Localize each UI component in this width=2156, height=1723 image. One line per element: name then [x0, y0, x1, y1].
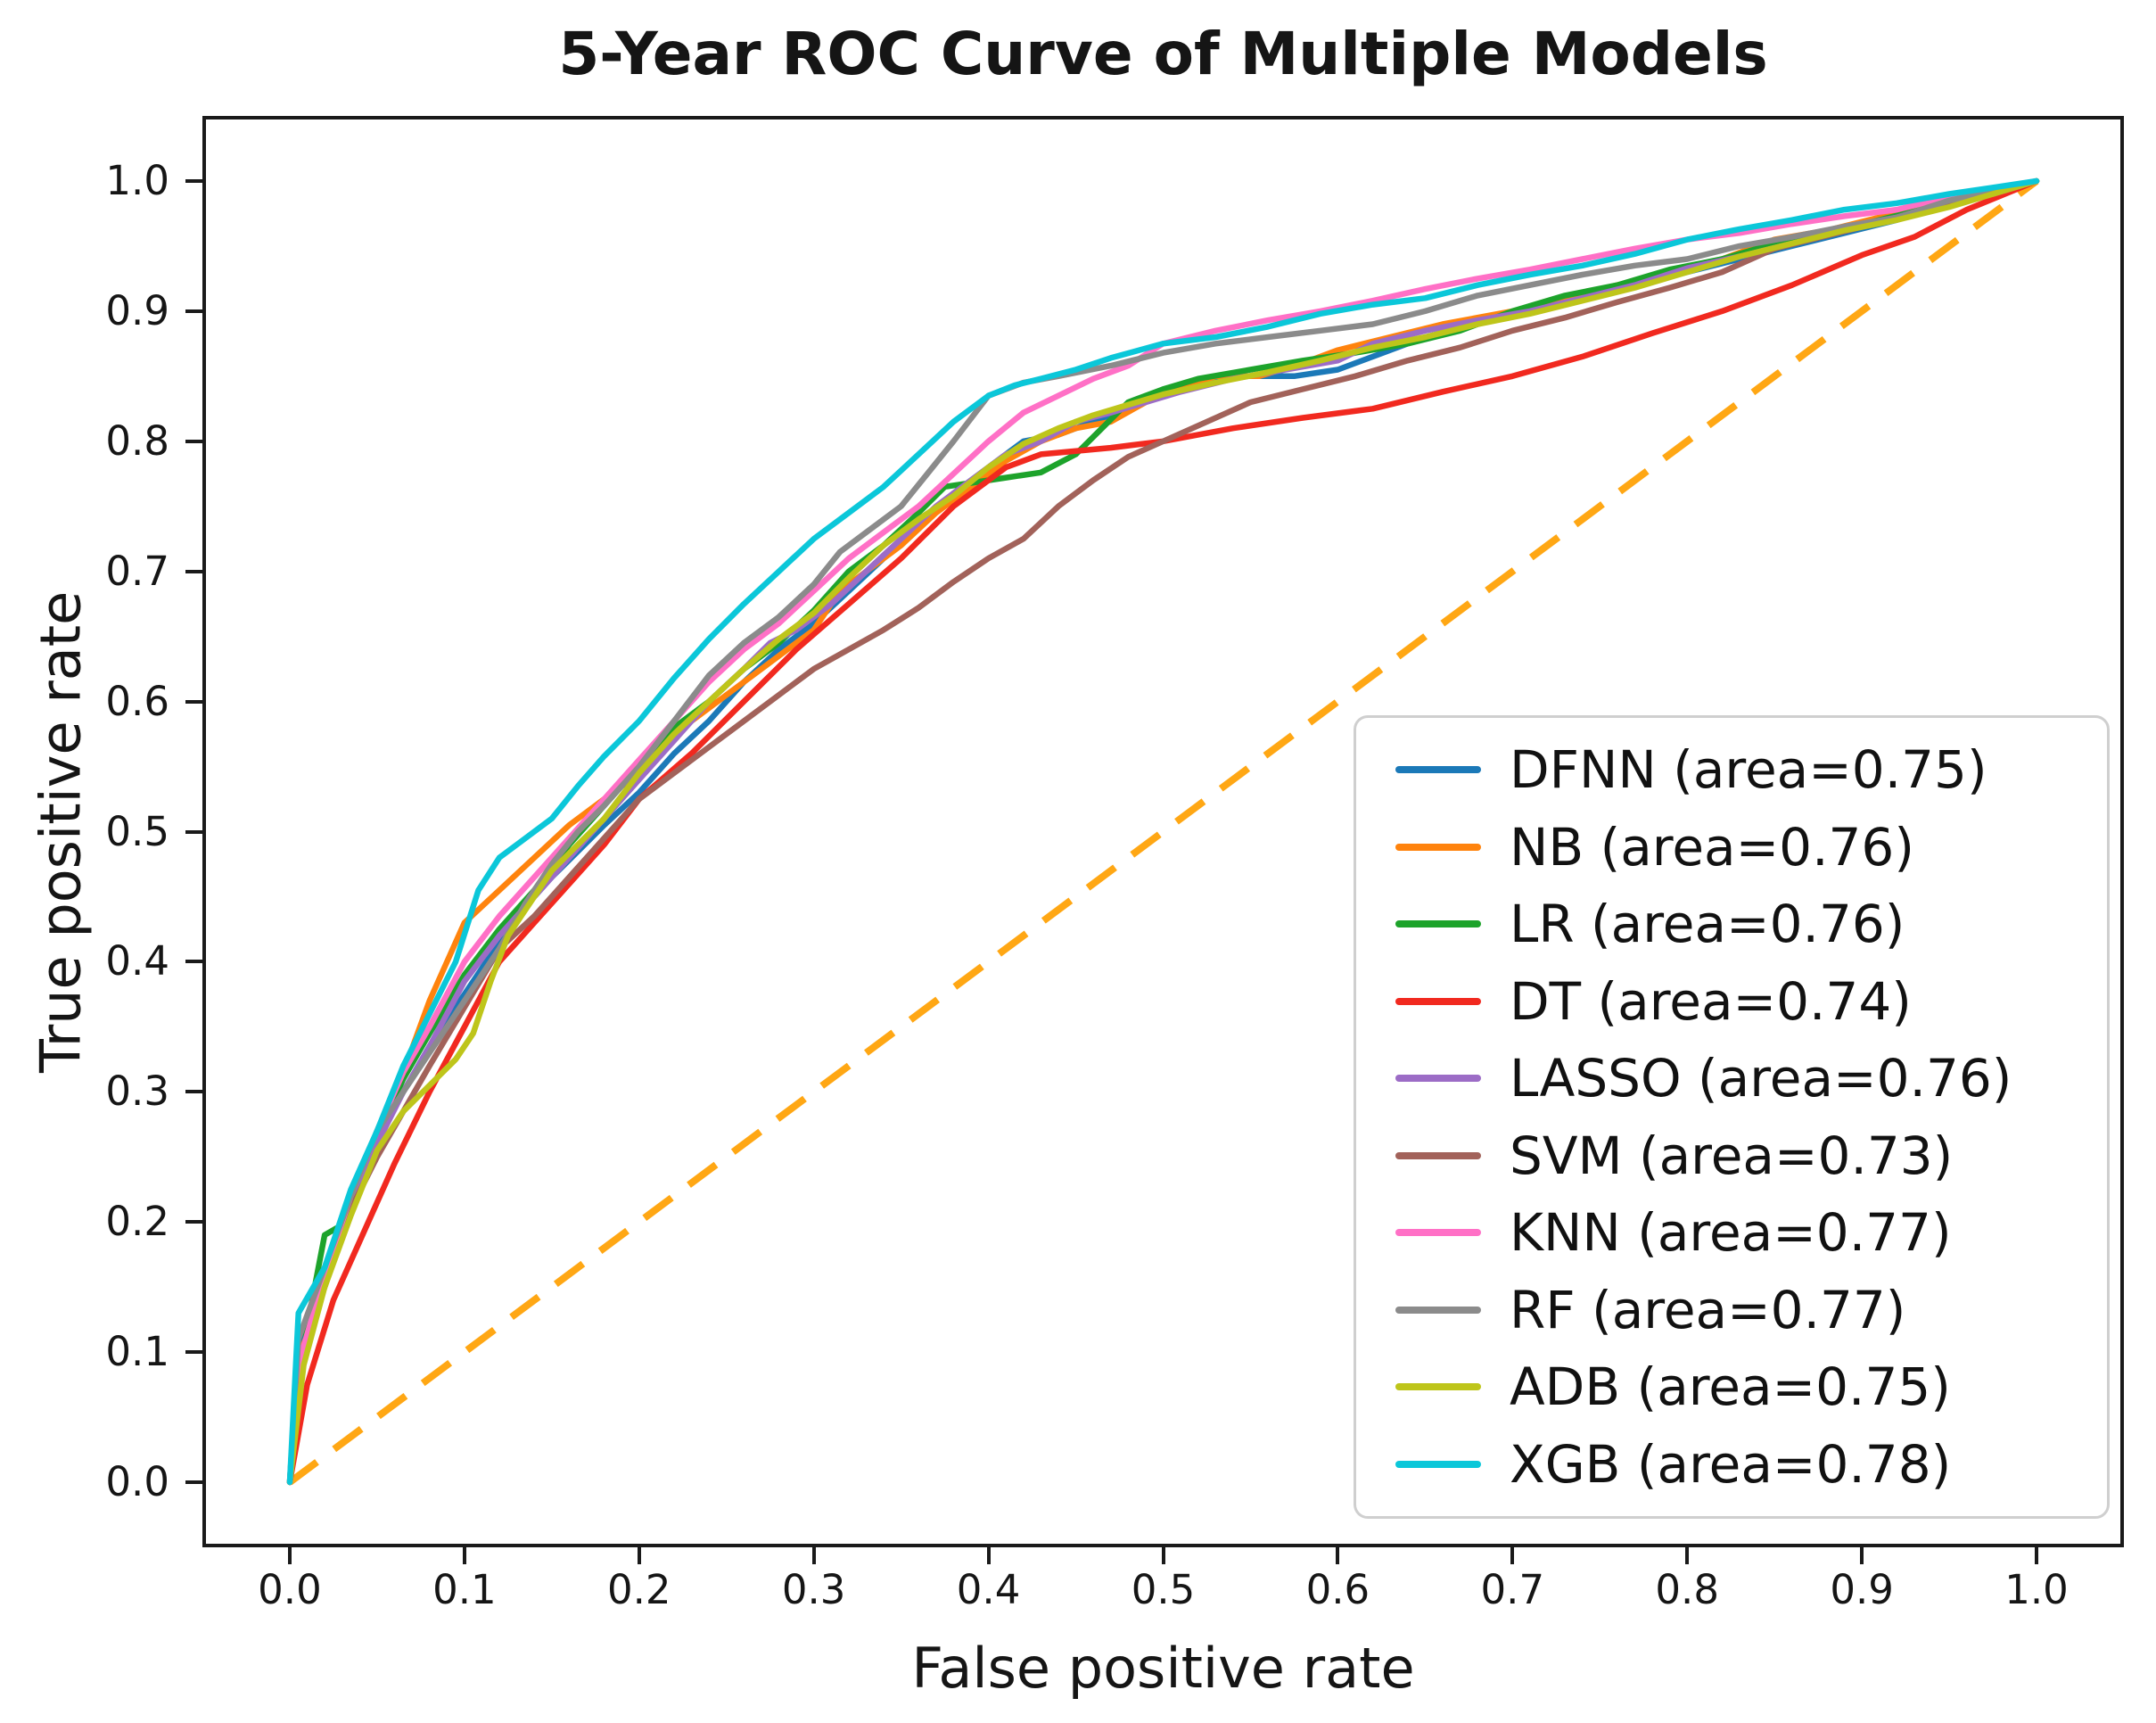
legend-label: RF (area=0.77) — [1510, 1279, 1906, 1340]
chart-title: 5-Year ROC Curve of Multiple Models — [558, 20, 1768, 88]
x-tick-label: 0.0 — [258, 1566, 322, 1613]
y-tick-mark — [185, 699, 202, 704]
legend-line-swatch — [1395, 766, 1481, 774]
x-tick-label: 1.0 — [2004, 1566, 2069, 1613]
x-tick-mark — [986, 1547, 991, 1564]
roc-curve-adb — [286, 177, 2040, 1486]
y-tick-mark — [185, 1090, 202, 1094]
x-tick-mark — [1685, 1547, 1690, 1564]
y-tick-label: 1.0 — [105, 156, 169, 204]
y-tick-mark — [185, 1220, 202, 1224]
legend-item-svm: SVM (area=0.73) — [1356, 1125, 2107, 1186]
legend-label: DFNN (area=0.75) — [1510, 739, 1987, 801]
legend-label: LR (area=0.76) — [1510, 894, 1905, 955]
legend-item-knn: KNN (area=0.77) — [1356, 1202, 2107, 1263]
y-tick-label: 0.5 — [105, 807, 169, 855]
y-tick-mark — [185, 309, 202, 313]
x-tick-label: 0.4 — [956, 1566, 1021, 1613]
legend-label: DT (area=0.74) — [1510, 970, 1912, 1032]
x-tick-label: 0.2 — [606, 1566, 671, 1613]
x-tick-mark — [287, 1547, 292, 1564]
legend-box: DFNN (area=0.75) NB (area=0.76) LR (area=0… — [1354, 715, 2110, 1519]
y-tick-mark — [185, 1480, 202, 1485]
y-tick-label: 0.2 — [105, 1198, 169, 1246]
x-axis-label: False positive rate — [911, 1636, 1415, 1701]
legend-item-lasso: LASSO (area=0.76) — [1356, 1048, 2107, 1109]
axes-frame — [202, 116, 2124, 1547]
y-tick-mark — [185, 439, 202, 443]
legend-item-nb: NB (area=0.76) — [1356, 817, 2107, 878]
y-tick-mark — [185, 569, 202, 573]
roc-curve-dt — [286, 177, 2040, 1486]
y-tick-label: 0.9 — [105, 286, 169, 334]
x-tick-label: 0.1 — [432, 1566, 497, 1613]
x-tick-mark — [2035, 1547, 2039, 1564]
legend-item-rf: RF (area=0.77) — [1356, 1280, 2107, 1340]
legend-line-swatch — [1395, 1229, 1481, 1237]
legend-label: SVM (area=0.73) — [1510, 1125, 1954, 1186]
y-tick-label: 0.7 — [105, 547, 169, 595]
legend-item-dfnn: DFNN (area=0.75) — [1356, 739, 2107, 800]
legend-item-adb: ADB (area=0.75) — [1356, 1356, 2107, 1417]
legend-line-swatch — [1395, 920, 1481, 928]
legend-item-lr: LR (area=0.76) — [1356, 894, 2107, 954]
x-tick-mark — [637, 1547, 641, 1564]
x-tick-label: 0.8 — [1655, 1566, 1719, 1613]
x-tick-mark — [1860, 1547, 1864, 1564]
y-tick-label: 0.0 — [105, 1458, 169, 1506]
legend-label: NB (area=0.76) — [1510, 816, 1914, 878]
legend-label: KNN (area=0.77) — [1510, 1202, 1952, 1264]
legend-item-dt: DT (area=0.74) — [1356, 971, 2107, 1032]
chance-diagonal-line — [287, 177, 2039, 1486]
y-tick-label: 0.4 — [105, 937, 169, 985]
legend-line-swatch — [1395, 1460, 1481, 1468]
roc-curves-plot — [286, 177, 2040, 1486]
legend-line-swatch — [1395, 1151, 1481, 1159]
legend-label: LASSO (area=0.76) — [1510, 1048, 2012, 1109]
legend-line-swatch — [1395, 997, 1481, 1005]
roc-curve-xgb — [286, 177, 2040, 1486]
legend-label: ADB (area=0.75) — [1510, 1356, 1951, 1418]
legend-item-xgb: XGB (area=0.78) — [1356, 1434, 2107, 1495]
y-tick-mark — [185, 1350, 202, 1355]
y-tick-mark — [185, 960, 202, 964]
x-tick-mark — [811, 1547, 816, 1564]
x-tick-mark — [1510, 1547, 1515, 1564]
x-tick-label: 0.7 — [1480, 1566, 1545, 1613]
y-tick-label: 0.3 — [105, 1068, 169, 1116]
y-tick-label: 0.8 — [105, 416, 169, 465]
x-tick-label: 0.9 — [1830, 1566, 1894, 1613]
legend-label: XGB (area=0.78) — [1510, 1433, 1952, 1495]
legend-line-swatch — [1395, 1306, 1481, 1314]
x-tick-mark — [1336, 1547, 1340, 1564]
x-tick-label: 0.6 — [1305, 1566, 1370, 1613]
x-tick-label: 0.5 — [1131, 1566, 1196, 1613]
x-tick-mark — [1161, 1547, 1165, 1564]
y-tick-label: 0.6 — [105, 677, 169, 725]
x-tick-mark — [462, 1547, 466, 1564]
y-tick-label: 0.1 — [105, 1328, 169, 1376]
y-tick-mark — [185, 178, 202, 183]
legend-line-swatch — [1395, 1075, 1481, 1083]
legend-line-swatch — [1395, 1383, 1481, 1391]
legend-line-swatch — [1395, 843, 1481, 851]
roc-curve-rf — [286, 177, 2040, 1486]
x-tick-label: 0.3 — [781, 1566, 846, 1613]
y-tick-mark — [185, 829, 202, 834]
